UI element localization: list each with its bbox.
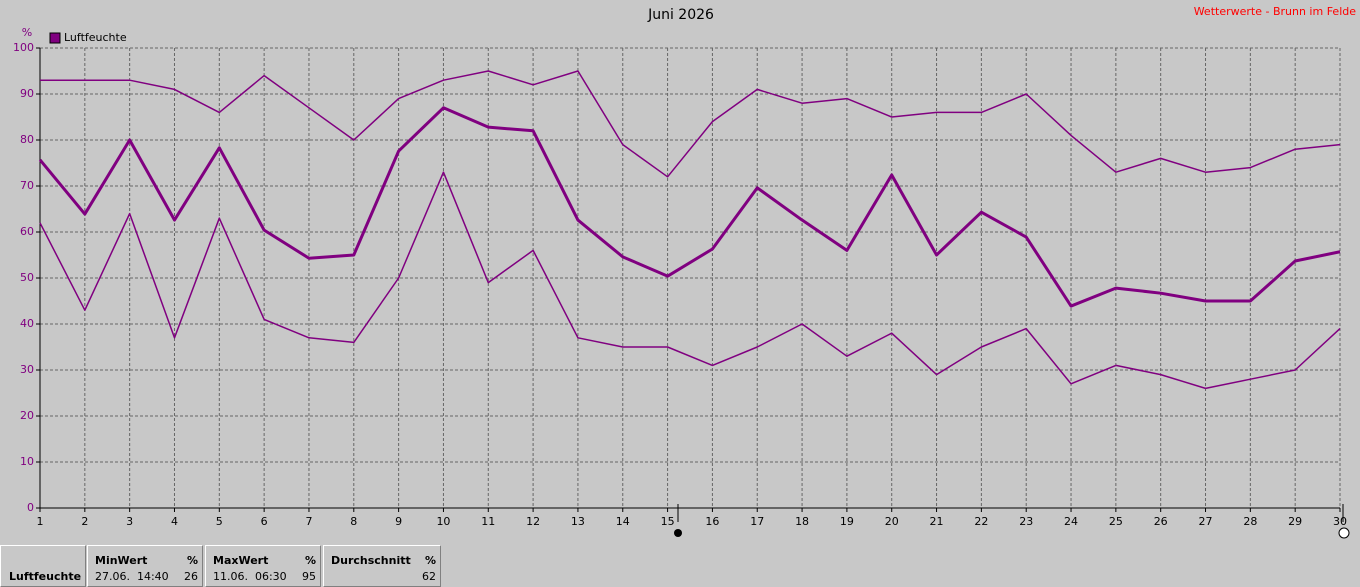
x-tick-label: 6 xyxy=(261,515,268,528)
row-label-cell: Luftfeuchte xyxy=(0,545,86,587)
time: 27.06. 14:40 xyxy=(95,570,169,583)
x-tick-label: 14 xyxy=(616,515,630,528)
y-tick-label: 90 xyxy=(20,87,34,100)
value: 62 xyxy=(422,570,436,583)
line xyxy=(40,70,1341,178)
source-label: Wetterwerte - Brunn im Felde xyxy=(1194,5,1357,18)
x-tick-label: 26 xyxy=(1154,515,1168,528)
x-tick-label: 5 xyxy=(216,515,223,528)
y-tick-label: 10 xyxy=(20,455,34,468)
header: MaxWert xyxy=(213,554,269,567)
y-tick-label: 30 xyxy=(20,363,34,376)
legend-swatch xyxy=(49,32,61,44)
y-tick-label: 20 xyxy=(20,409,34,422)
marker xyxy=(674,529,682,537)
x-tick-label: 18 xyxy=(795,515,809,528)
unit: % xyxy=(186,554,198,567)
x-tick-label: 24 xyxy=(1064,515,1078,528)
unit: % xyxy=(424,554,436,567)
legend-label: Luftfeuchte xyxy=(64,31,127,44)
x-tick-label: 21 xyxy=(930,515,944,528)
x-tick-label: 8 xyxy=(350,515,357,528)
x-tick-label: 1 xyxy=(37,515,44,528)
x-tick-label: 2 xyxy=(81,515,88,528)
x-tick-label: 9 xyxy=(395,515,402,528)
x-tick-label: 23 xyxy=(1019,515,1033,528)
x-tick-label: 10 xyxy=(436,515,450,528)
y-tick-label: 80 xyxy=(20,133,34,146)
chart-title: Juni 2026 xyxy=(647,7,714,23)
time: 11.06. 06:30 xyxy=(213,570,287,583)
x-tick-label: 29 xyxy=(1288,515,1302,528)
x-tick-label: 22 xyxy=(974,515,988,528)
x-tick-label: 7 xyxy=(305,515,312,528)
x-tick-label: 19 xyxy=(840,515,854,528)
y-tick-label: 50 xyxy=(20,271,34,284)
line xyxy=(38,106,1341,308)
y-tick-label: 40 xyxy=(20,317,34,330)
header: MinWert xyxy=(95,554,148,567)
unit: % xyxy=(304,554,316,567)
x-tick-label: 13 xyxy=(571,515,585,528)
cell: MaxWert % 11.06. 06:30 95 xyxy=(205,545,321,587)
cell: Durchschnitt % 62 xyxy=(323,545,441,587)
cell: MinWert % 27.06. 14:40 26 xyxy=(87,545,203,587)
y-unit: % xyxy=(22,26,32,39)
marker xyxy=(1338,527,1350,539)
row-label: Luftfeuchte xyxy=(9,570,82,583)
chart: Juni 2026 Wetterwerte - Brunn im Felde %… xyxy=(13,5,1357,539)
x-tick-label: 11 xyxy=(481,515,495,528)
y-tick-label: 70 xyxy=(20,179,34,192)
value: 26 xyxy=(184,570,198,583)
x-tick-label: 30 xyxy=(1333,515,1347,528)
x-tick-label: 27 xyxy=(1199,515,1213,528)
line xyxy=(39,171,1341,390)
y-tick-label: 60 xyxy=(20,225,34,238)
x-tick-label: 4 xyxy=(171,515,178,528)
x-tick-label: 15 xyxy=(661,515,675,528)
x-tick-label: 20 xyxy=(885,515,899,528)
y-tick-label: 0 xyxy=(27,501,34,514)
x-tick-label: 3 xyxy=(126,515,133,528)
x-tick-label: 28 xyxy=(1243,515,1257,528)
x-tick-label: 12 xyxy=(526,515,540,528)
x-tick-label: 25 xyxy=(1109,515,1123,528)
x-tick-label: 17 xyxy=(750,515,764,528)
value: 95 xyxy=(302,570,316,583)
y-tick-label: 100 xyxy=(13,41,34,54)
x-tick-label: 16 xyxy=(705,515,719,528)
header: Durchschnitt xyxy=(331,554,411,567)
